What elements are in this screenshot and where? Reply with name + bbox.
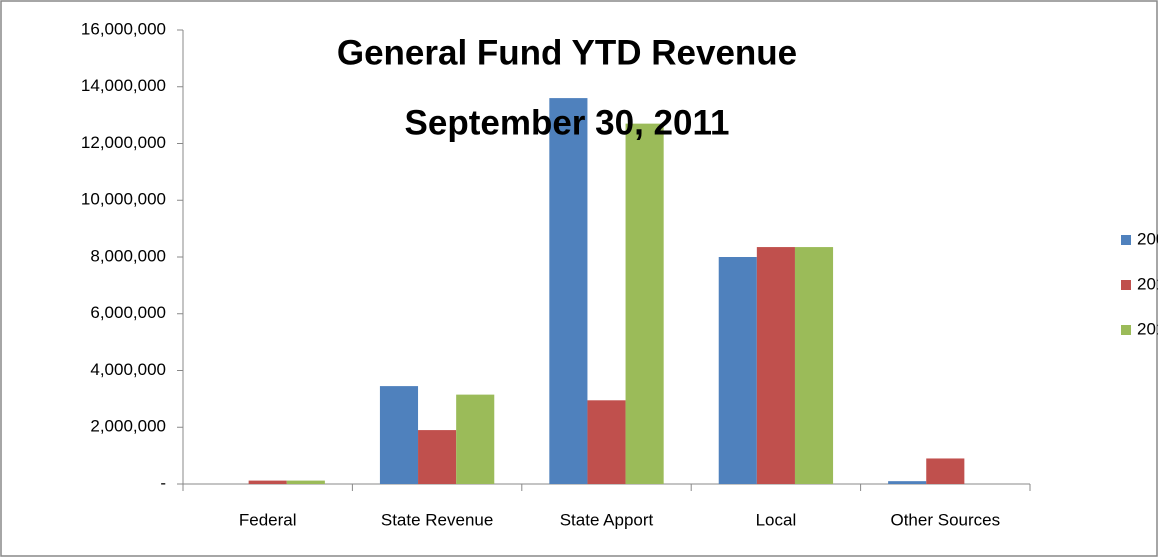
legend-label: 2011	[1137, 319, 1158, 338]
bar	[718, 257, 757, 484]
y-tick-label: 14,000,000	[81, 76, 166, 95]
y-tick-label: 16,000,000	[81, 19, 166, 38]
legend-label: 2010	[1137, 274, 1158, 293]
bar	[926, 458, 965, 484]
x-tick-label: State Apport	[560, 510, 654, 529]
bar	[248, 480, 287, 484]
bar	[625, 123, 664, 484]
legend-swatch	[1121, 235, 1131, 245]
bar	[418, 430, 457, 484]
y-tick-label: 12,000,000	[81, 133, 166, 152]
x-tick-label: State Revenue	[381, 510, 493, 529]
chart-title: September 30, 2011	[405, 103, 730, 142]
bar	[888, 481, 927, 484]
y-tick-label: 10,000,000	[81, 190, 166, 209]
y-tick-label: -	[160, 473, 166, 492]
y-tick-label: 6,000,000	[90, 303, 166, 322]
y-tick-label: 8,000,000	[90, 246, 166, 265]
bar	[379, 386, 419, 484]
x-tick-label: Federal	[239, 510, 297, 529]
bar	[549, 98, 588, 484]
y-tick-label: 2,000,000	[90, 417, 166, 436]
bar	[756, 247, 795, 484]
x-tick-label: Other Sources	[890, 510, 1000, 529]
chart-title: General Fund YTD Revenue	[337, 33, 797, 72]
bar	[587, 400, 626, 484]
legend-swatch	[1121, 325, 1131, 335]
bar	[794, 247, 834, 484]
y-tick-label: 4,000,000	[90, 360, 166, 379]
bar	[286, 480, 325, 484]
x-tick-label: Local	[756, 510, 797, 529]
legend-swatch	[1121, 280, 1131, 290]
bar	[456, 394, 495, 484]
legend-label: 2009	[1137, 229, 1158, 248]
